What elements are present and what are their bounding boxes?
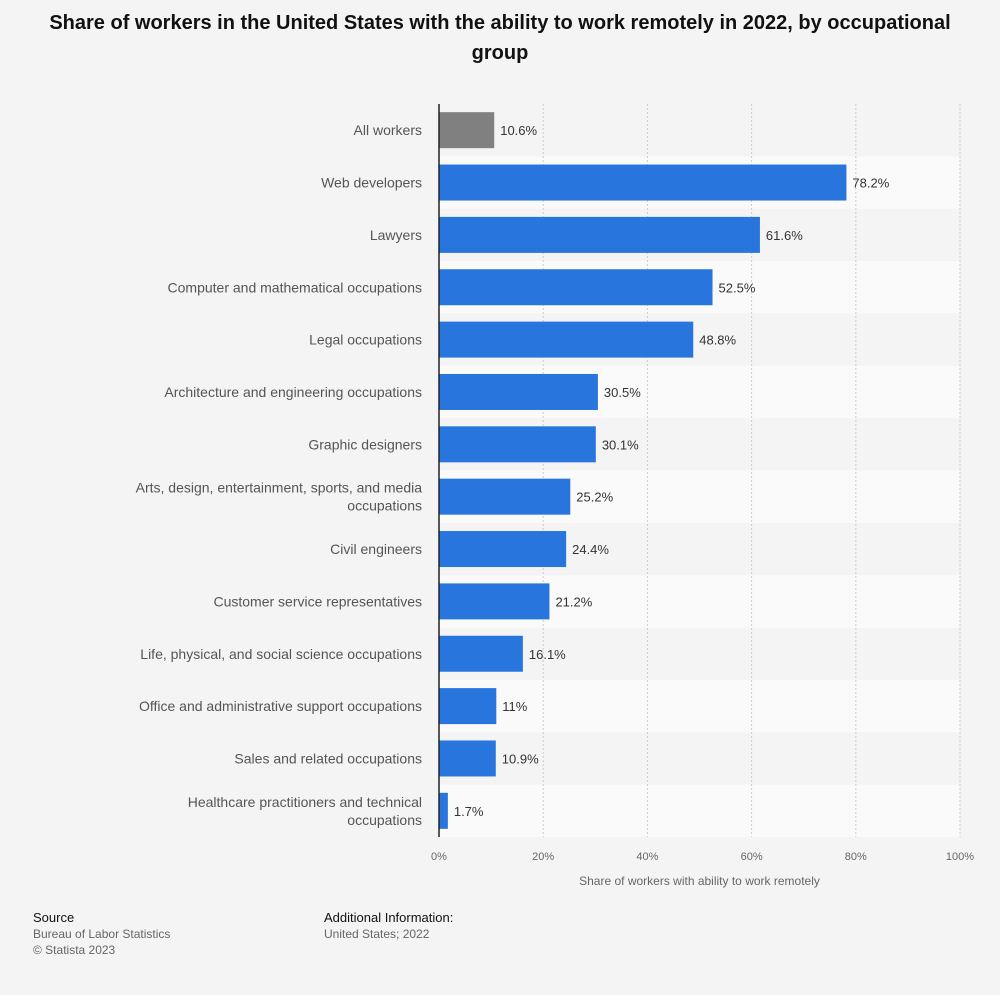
category-label: Office and administrative support occupa… — [139, 698, 422, 714]
category-label: Customer service representatives — [213, 593, 422, 609]
data-label: 78.2% — [852, 176, 889, 191]
data-label: 11% — [502, 699, 527, 714]
data-label: 30.1% — [602, 437, 639, 452]
category-label: Civil engineers — [330, 541, 422, 557]
bar — [439, 740, 496, 777]
bar — [439, 583, 550, 620]
category-label-line: Healthcare practitioners and technical — [188, 794, 422, 810]
category-label: Computer and mathematical occupations — [168, 279, 422, 295]
bar — [439, 373, 598, 410]
data-label: 30.5% — [604, 385, 641, 400]
category-label: Web developers — [321, 175, 422, 191]
category-label: Healthcare practitioners and technical oc… — [188, 794, 422, 828]
additional-info-block: Additional Information: United States; 2… — [324, 910, 453, 942]
bar — [439, 269, 713, 306]
data-label: 52.5% — [719, 280, 756, 295]
data-label: 25.2% — [576, 490, 613, 505]
category-label: Sales and related occupations — [234, 750, 422, 766]
chart-title: Share of workers in the United States wi… — [49, 12, 951, 64]
category-label-line: Office and administrative support occupa… — [139, 698, 422, 714]
category-label-line: occupations — [347, 812, 422, 828]
category-label: Graphic designers — [308, 436, 422, 452]
row-band — [439, 679, 960, 733]
source-heading: Source — [33, 910, 75, 925]
category-label-line: Architecture and engineering occupations — [164, 384, 422, 400]
bar — [439, 478, 571, 515]
category-label-line: Customer service representatives — [213, 593, 422, 609]
data-label: 1.7% — [454, 804, 484, 819]
x-tick-label: 20% — [532, 851, 554, 863]
category-label-line: Legal occupations — [309, 332, 422, 348]
x-tick-label: 0% — [431, 851, 447, 863]
bar — [439, 426, 596, 463]
category-label-line: Arts, design, entertainment, sports, and… — [136, 480, 423, 496]
source-block: Source Bureau of Labor Statistics © Stat… — [33, 910, 170, 958]
category-label-line: Lawyers — [370, 227, 422, 243]
bar-chart: 0% 20% 40% 60% 80% 100% 10.6% All workers 78.2% W… — [136, 104, 974, 888]
category-label: Life, physical, and social science occup… — [140, 646, 422, 662]
data-label: 61.6% — [766, 228, 803, 243]
category-label: Legal occupations — [309, 332, 422, 348]
bar — [439, 164, 847, 201]
category-label-line: occupations — [347, 498, 422, 514]
source-name[interactable]: Bureau of Labor Statistics — [33, 927, 171, 941]
x-tick-label: 40% — [636, 851, 658, 863]
x-axis-title: Share of workers with ability to work re… — [579, 874, 820, 888]
category-label-line: Life, physical, and social science occup… — [140, 646, 422, 662]
data-label: 16.1% — [529, 647, 566, 662]
row-band — [439, 784, 960, 837]
bar — [439, 688, 497, 725]
bar — [439, 531, 567, 568]
additional-info-heading: Additional Information: — [324, 910, 454, 925]
x-tick-label: 60% — [741, 851, 763, 863]
data-label: 10.9% — [502, 751, 539, 766]
data-label: 24.4% — [572, 542, 609, 557]
copyright: © Statista 2023 — [33, 943, 116, 957]
bar — [439, 321, 694, 358]
category-label: Arts, design, entertainment, sports, and… — [136, 480, 423, 514]
data-label: 10.6% — [500, 123, 537, 138]
category-label: All workers — [354, 122, 422, 138]
additional-info-text: United States; 2022 — [324, 927, 430, 941]
bar — [439, 216, 760, 253]
category-label-line: Web developers — [321, 175, 422, 191]
x-tick-label: 80% — [845, 851, 867, 863]
bar — [439, 112, 495, 149]
category-label: Lawyers — [370, 227, 422, 243]
data-label: 21.2% — [555, 594, 592, 609]
bar — [439, 792, 448, 829]
category-label: Architecture and engineering occupations — [164, 384, 422, 400]
bar — [439, 635, 523, 672]
category-label-line: Computer and mathematical occupations — [168, 279, 422, 295]
category-label-line: Civil engineers — [330, 541, 422, 557]
category-label-line: All workers — [354, 122, 422, 138]
data-label: 48.8% — [699, 333, 736, 348]
x-tick-label: 100% — [946, 851, 974, 863]
category-label-line: Sales and related occupations — [234, 750, 422, 766]
category-label-line: Graphic designers — [308, 436, 422, 452]
